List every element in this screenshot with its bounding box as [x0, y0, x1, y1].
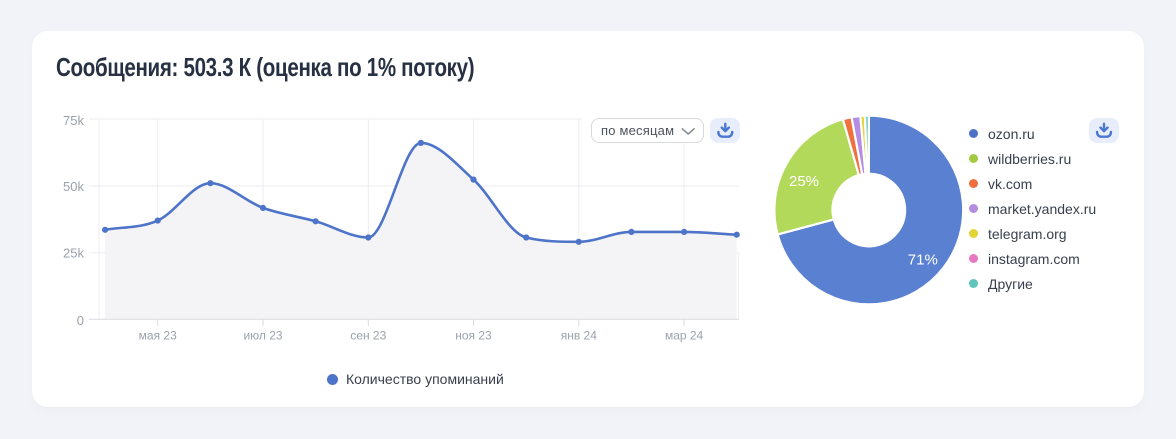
svg-text:50k: 50k [63, 179, 84, 194]
svg-text:75k: 75k [63, 113, 84, 128]
svg-text:0: 0 [77, 313, 84, 328]
svg-text:25%: 25% [789, 173, 819, 190]
svg-text:мая 23: мая 23 [139, 329, 177, 343]
svg-text:25k: 25k [63, 245, 84, 260]
svg-text:июл 23: июл 23 [243, 329, 282, 343]
svg-text:мар 24: мар 24 [665, 329, 704, 343]
svg-text:сен 23: сен 23 [350, 329, 386, 343]
svg-text:ноя 23: ноя 23 [455, 329, 492, 343]
svg-text:71%: 71% [908, 252, 938, 269]
svg-text:янв 24: янв 24 [561, 329, 598, 343]
